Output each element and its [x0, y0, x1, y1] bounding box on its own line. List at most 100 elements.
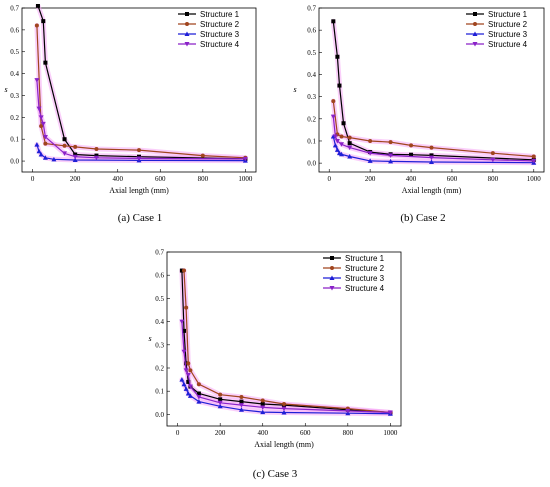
legend-label: Structure 3 — [488, 30, 528, 39]
data-point — [43, 141, 48, 146]
legend-marker — [185, 22, 189, 26]
data-point — [38, 152, 44, 157]
data-point — [335, 54, 340, 59]
data-point — [40, 121, 46, 127]
data-point — [137, 148, 141, 153]
y-tick-label: 0.4 — [10, 70, 19, 78]
y-tick-label: 0.1 — [155, 388, 164, 396]
legend-marker — [330, 256, 334, 260]
data-point — [345, 408, 351, 414]
data-point — [182, 328, 187, 333]
data-point — [331, 19, 336, 24]
data-point — [73, 152, 78, 157]
legend-marker — [330, 266, 334, 270]
x-tick-label: 400 — [406, 175, 417, 183]
data-point — [39, 124, 44, 129]
y-tick-label: 0.2 — [155, 365, 164, 373]
legend-label: Structure 3 — [345, 274, 385, 283]
series-line-4 — [36, 80, 246, 160]
data-point — [187, 384, 193, 390]
data-point — [179, 377, 185, 382]
x-axis-label: Axial length (mm) — [109, 186, 169, 195]
data-point — [341, 121, 346, 126]
y-tick-label: 0.7 — [307, 5, 316, 13]
series-group — [330, 18, 537, 166]
data-point — [331, 99, 336, 104]
data-point — [186, 379, 191, 384]
x-tick-label: 200 — [365, 175, 376, 183]
caption-case-1: (a) Case 1 — [117, 212, 163, 224]
series-line-4 — [332, 116, 534, 162]
y-tick-label: 0.5 — [307, 49, 316, 57]
data-point — [62, 143, 67, 148]
data-point — [196, 395, 202, 400]
y-tick-label: 0.3 — [155, 341, 164, 349]
data-point — [347, 145, 353, 151]
data-point — [36, 148, 42, 154]
x-tick-label: 0 — [31, 175, 35, 183]
x-tick-label: 600 — [447, 175, 458, 183]
x-tick-label: 600 — [300, 429, 311, 437]
y-axis-label: s — [293, 85, 296, 94]
data-point — [38, 115, 44, 120]
data-point — [186, 361, 191, 366]
x-axis-label: Axial length (mm) — [254, 440, 314, 449]
data-point — [182, 268, 187, 273]
y-tick-label: 0.7 — [10, 5, 19, 13]
y-tick-label: 0.7 — [155, 249, 164, 257]
chart-svg-case-1: 0.0 0.1 0.2 0.3 0.4 0.5 0.6 0.7 0 200 400 600 800 100… — [4, 4, 257, 195]
caption-case-3: (c) Case 3 — [252, 468, 298, 480]
data-point — [242, 156, 248, 162]
data-point — [179, 268, 184, 273]
data-point — [429, 159, 434, 165]
plot-frame — [166, 251, 402, 427]
data-point — [239, 395, 244, 399]
data-point — [490, 151, 495, 156]
data-point — [332, 142, 338, 148]
data-point — [339, 151, 344, 157]
data-point — [238, 403, 244, 408]
data-point — [187, 393, 193, 398]
data-point — [36, 106, 42, 112]
data-point — [218, 397, 223, 402]
data-point — [72, 157, 78, 162]
data-point — [34, 23, 39, 28]
data-point — [34, 78, 40, 83]
x-tick-label: 0 — [176, 429, 180, 437]
data-point — [196, 399, 202, 404]
x-tick-label: 400 — [257, 429, 268, 437]
plot-frame — [318, 7, 545, 173]
y-tick-label: 0.6 — [155, 272, 164, 280]
data-point — [260, 401, 265, 406]
caption-case-2: (b) Case 2 — [400, 212, 446, 224]
legend-label: Structure 2 — [488, 20, 528, 29]
legend-marker — [329, 286, 335, 291]
data-point — [334, 147, 340, 152]
legend-marker — [472, 31, 478, 36]
data-point — [387, 410, 393, 416]
x-tick-label: 800 — [198, 175, 209, 183]
legend-label: Structure 3 — [200, 30, 240, 39]
data-point — [238, 407, 244, 412]
x-tick-label: 200 — [70, 175, 81, 183]
y-tick-label: 0.1 — [307, 137, 316, 145]
data-point — [217, 403, 223, 409]
plot-frame — [21, 7, 257, 173]
legend-marker — [473, 12, 477, 16]
x-tick-label: 800 — [343, 429, 354, 437]
data-point — [260, 398, 265, 403]
data-point — [429, 153, 434, 158]
chart-panel-case-2: 0.0 0.1 0.2 0.3 0.4 0.5 0.6 0.7 0 200 400 600 800 100… — [283, 0, 550, 210]
data-point — [72, 154, 78, 160]
y-tick-label: 0.4 — [155, 318, 164, 326]
data-point — [531, 154, 536, 159]
chart-panel-case-3: 0.0 0.1 0.2 0.3 0.4 0.5 0.6 0.7 0 200 400 600 800 100… — [140, 240, 410, 462]
legend-label: Structure 4 — [200, 40, 240, 49]
data-point — [260, 409, 266, 415]
data-point — [136, 156, 142, 161]
y-axis-label: s — [148, 334, 151, 343]
legend-marker — [329, 275, 335, 280]
x-tick-label: 1000 — [527, 175, 542, 183]
x-tick-label: 800 — [488, 175, 499, 183]
series-line-1 — [181, 270, 391, 414]
